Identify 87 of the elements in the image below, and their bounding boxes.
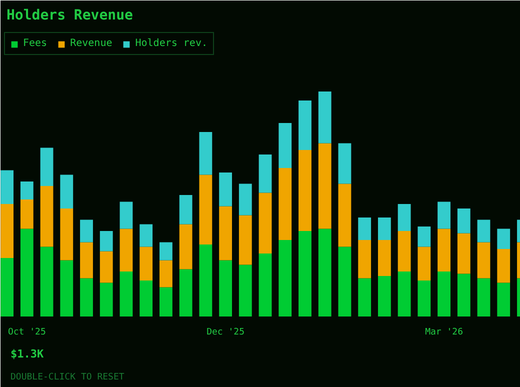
bar (318, 92, 332, 144)
bar (438, 272, 450, 316)
bar (477, 242, 490, 278)
bar (60, 260, 74, 316)
x-tick-label: Dec '25 (206, 328, 245, 338)
bar (0, 204, 14, 258)
bar (80, 220, 93, 242)
bar (219, 260, 232, 316)
bar (80, 242, 93, 278)
bar (238, 184, 252, 216)
bar (358, 240, 372, 278)
bar (398, 204, 411, 231)
bar (298, 150, 312, 231)
bar (60, 174, 74, 208)
legend-label: Holders rev. (135, 38, 208, 49)
bar (457, 233, 470, 274)
bar (418, 246, 431, 280)
bar (140, 224, 153, 247)
bar (20, 200, 34, 229)
text: DOUBLE-CLICK TO RESET (10, 372, 125, 382)
bar (219, 206, 232, 260)
bar (338, 184, 352, 247)
x-tick-label: Mar '26 (425, 328, 463, 338)
bar (40, 246, 54, 316)
bar (199, 244, 212, 316)
bar (160, 242, 172, 260)
chart-title: Holders Revenue (6, 8, 133, 24)
bar (0, 258, 14, 316)
bar (80, 278, 93, 316)
bar (497, 282, 510, 316)
bar (338, 143, 352, 184)
bar (418, 226, 431, 247)
bar (477, 220, 490, 242)
bar (457, 274, 470, 316)
bar (20, 182, 34, 200)
bar (378, 240, 391, 276)
bar (398, 231, 411, 272)
bar (398, 272, 411, 316)
bar (238, 264, 252, 316)
bar (199, 132, 212, 175)
bar (199, 174, 212, 244)
bar (378, 218, 391, 240)
bar (179, 269, 192, 316)
bar (179, 224, 192, 270)
bar (278, 123, 292, 168)
bar (160, 287, 172, 316)
bar (338, 246, 352, 316)
bar (100, 282, 113, 316)
bar (238, 215, 252, 265)
text: $1.3K (10, 348, 44, 360)
bar (160, 260, 172, 288)
bar (318, 228, 332, 316)
bar (258, 192, 272, 254)
bar (358, 278, 372, 316)
bar (457, 208, 470, 234)
bar (120, 272, 133, 316)
bar (0, 170, 14, 204)
legend-label: Revenue (70, 38, 112, 49)
bar (100, 251, 113, 283)
bar (140, 246, 153, 280)
bar (219, 172, 232, 206)
bar (100, 231, 113, 252)
bar (40, 148, 54, 186)
bar (438, 228, 450, 272)
bar (258, 154, 272, 193)
bar (318, 143, 332, 229)
bar (477, 278, 490, 316)
bar (278, 168, 292, 240)
bar (378, 276, 391, 316)
bar (298, 231, 312, 316)
bar (258, 254, 272, 316)
x-tick-label: Oct '25 (8, 328, 46, 338)
bar (497, 228, 510, 249)
legend-label: Fees (23, 38, 48, 49)
bar (278, 240, 292, 316)
bar (60, 208, 74, 260)
bar (418, 280, 431, 316)
bar (298, 100, 312, 150)
bar (40, 186, 54, 247)
bar (438, 202, 450, 229)
bar (497, 249, 510, 283)
bar (358, 218, 372, 240)
bar (179, 195, 192, 224)
bar (120, 202, 133, 229)
bar (20, 228, 34, 316)
bar (140, 280, 153, 316)
bar (120, 228, 133, 272)
